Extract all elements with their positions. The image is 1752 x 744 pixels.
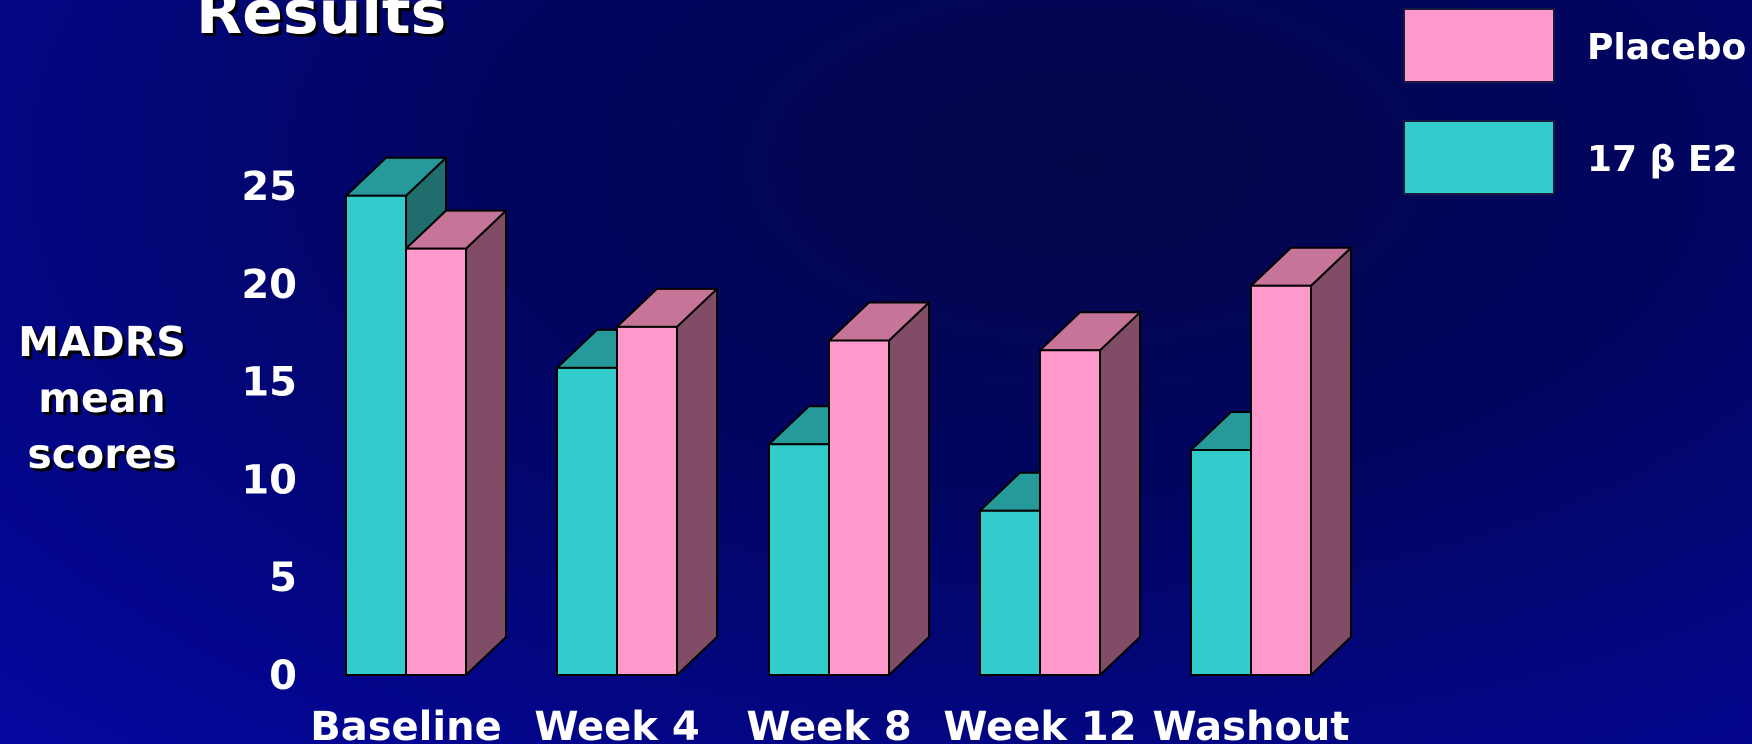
category-labels: Baseline Week 4 Week 8 Week 12 Washout <box>310 704 1349 744</box>
e2-bar-front <box>768 443 830 676</box>
placebo-bar-front <box>405 247 467 676</box>
category-label: Baseline <box>310 704 501 744</box>
y-tick-label: 5 <box>269 555 297 601</box>
y-axis-label-line-2: mean <box>38 374 166 422</box>
y-tick-labels: 0 5 10 15 20 25 <box>241 164 297 699</box>
placebo-bar <box>616 287 718 676</box>
y-axis-label-line-3: scores <box>27 430 177 478</box>
slide-title: Results <box>196 0 447 48</box>
placebo-bar-side <box>465 209 507 676</box>
placebo-bar-side <box>1310 246 1352 676</box>
y-tick-label: 10 <box>241 457 297 503</box>
placebo-bar-front <box>616 325 678 676</box>
placebo-bar-front <box>828 339 890 676</box>
placebo-bar-side <box>888 301 930 676</box>
placebo-bar-front <box>1250 284 1312 676</box>
category-label: Washout <box>1152 704 1349 744</box>
legend: Placebo 17 β E2 <box>1403 8 1746 195</box>
category-label: Week 8 <box>746 704 911 744</box>
category-label: Week 12 <box>943 704 1136 744</box>
category-label: Week 4 <box>534 704 699 744</box>
y-axis-label-line-1: MADRS <box>18 318 186 366</box>
legend-swatch <box>1403 8 1555 83</box>
e2-bar-front <box>979 509 1041 677</box>
placebo-bar <box>405 209 507 676</box>
y-tick-label: 20 <box>241 262 297 308</box>
e2-bar-front <box>1190 449 1252 676</box>
bar-groups <box>345 156 1352 677</box>
legend-label: 17 β E2 <box>1587 139 1738 180</box>
legend-label: Placebo <box>1587 27 1746 68</box>
placebo-bar-front <box>1039 349 1101 676</box>
y-tick-label: 25 <box>241 164 297 210</box>
e2-bar-front <box>345 194 407 676</box>
placebo-bar-side <box>1099 311 1141 676</box>
e2-bar-front <box>556 366 618 676</box>
placebo-bar <box>1039 311 1141 676</box>
placebo-bar-side <box>676 287 718 676</box>
placebo-bar <box>828 301 930 676</box>
y-tick-label: 0 <box>269 653 297 699</box>
y-axis-label: MADRS mean scores <box>0 314 204 482</box>
legend-swatch <box>1403 120 1555 195</box>
y-tick-label: 15 <box>241 360 297 406</box>
placebo-bar <box>1250 246 1352 676</box>
